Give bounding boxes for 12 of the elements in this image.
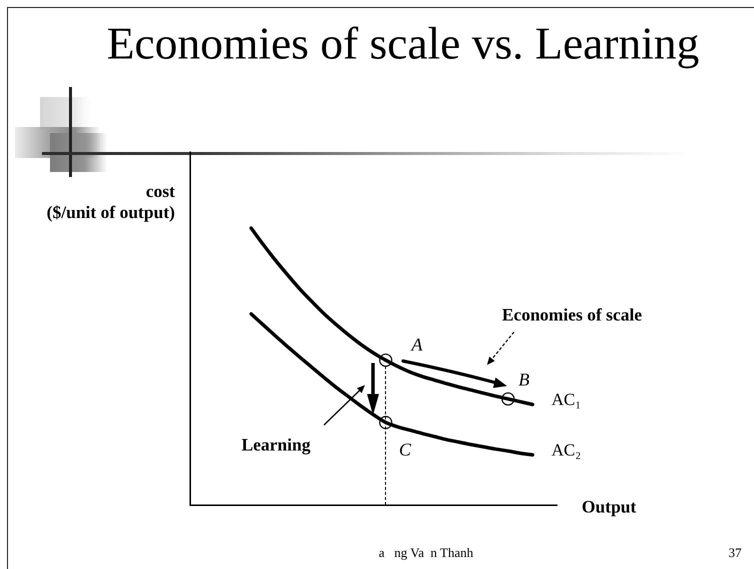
text: 37	[728, 545, 742, 561]
annotation: Economies of scale	[502, 304, 642, 326]
y-axis-title: cost ($/unit of output)	[46, 181, 175, 223]
series-label: AC₂	[552, 440, 582, 460]
annotation: B	[518, 370, 530, 390]
annotation: A	[412, 334, 422, 356]
x-axis-title: Output	[582, 496, 636, 518]
series-label: AC₁	[552, 390, 582, 409]
text: a ng Va n Thanh	[378, 545, 474, 561]
chart-title: Economies of scale vs. Learning	[106, 16, 700, 70]
annotation: Learning	[241, 434, 311, 456]
annotation: C	[398, 440, 412, 460]
